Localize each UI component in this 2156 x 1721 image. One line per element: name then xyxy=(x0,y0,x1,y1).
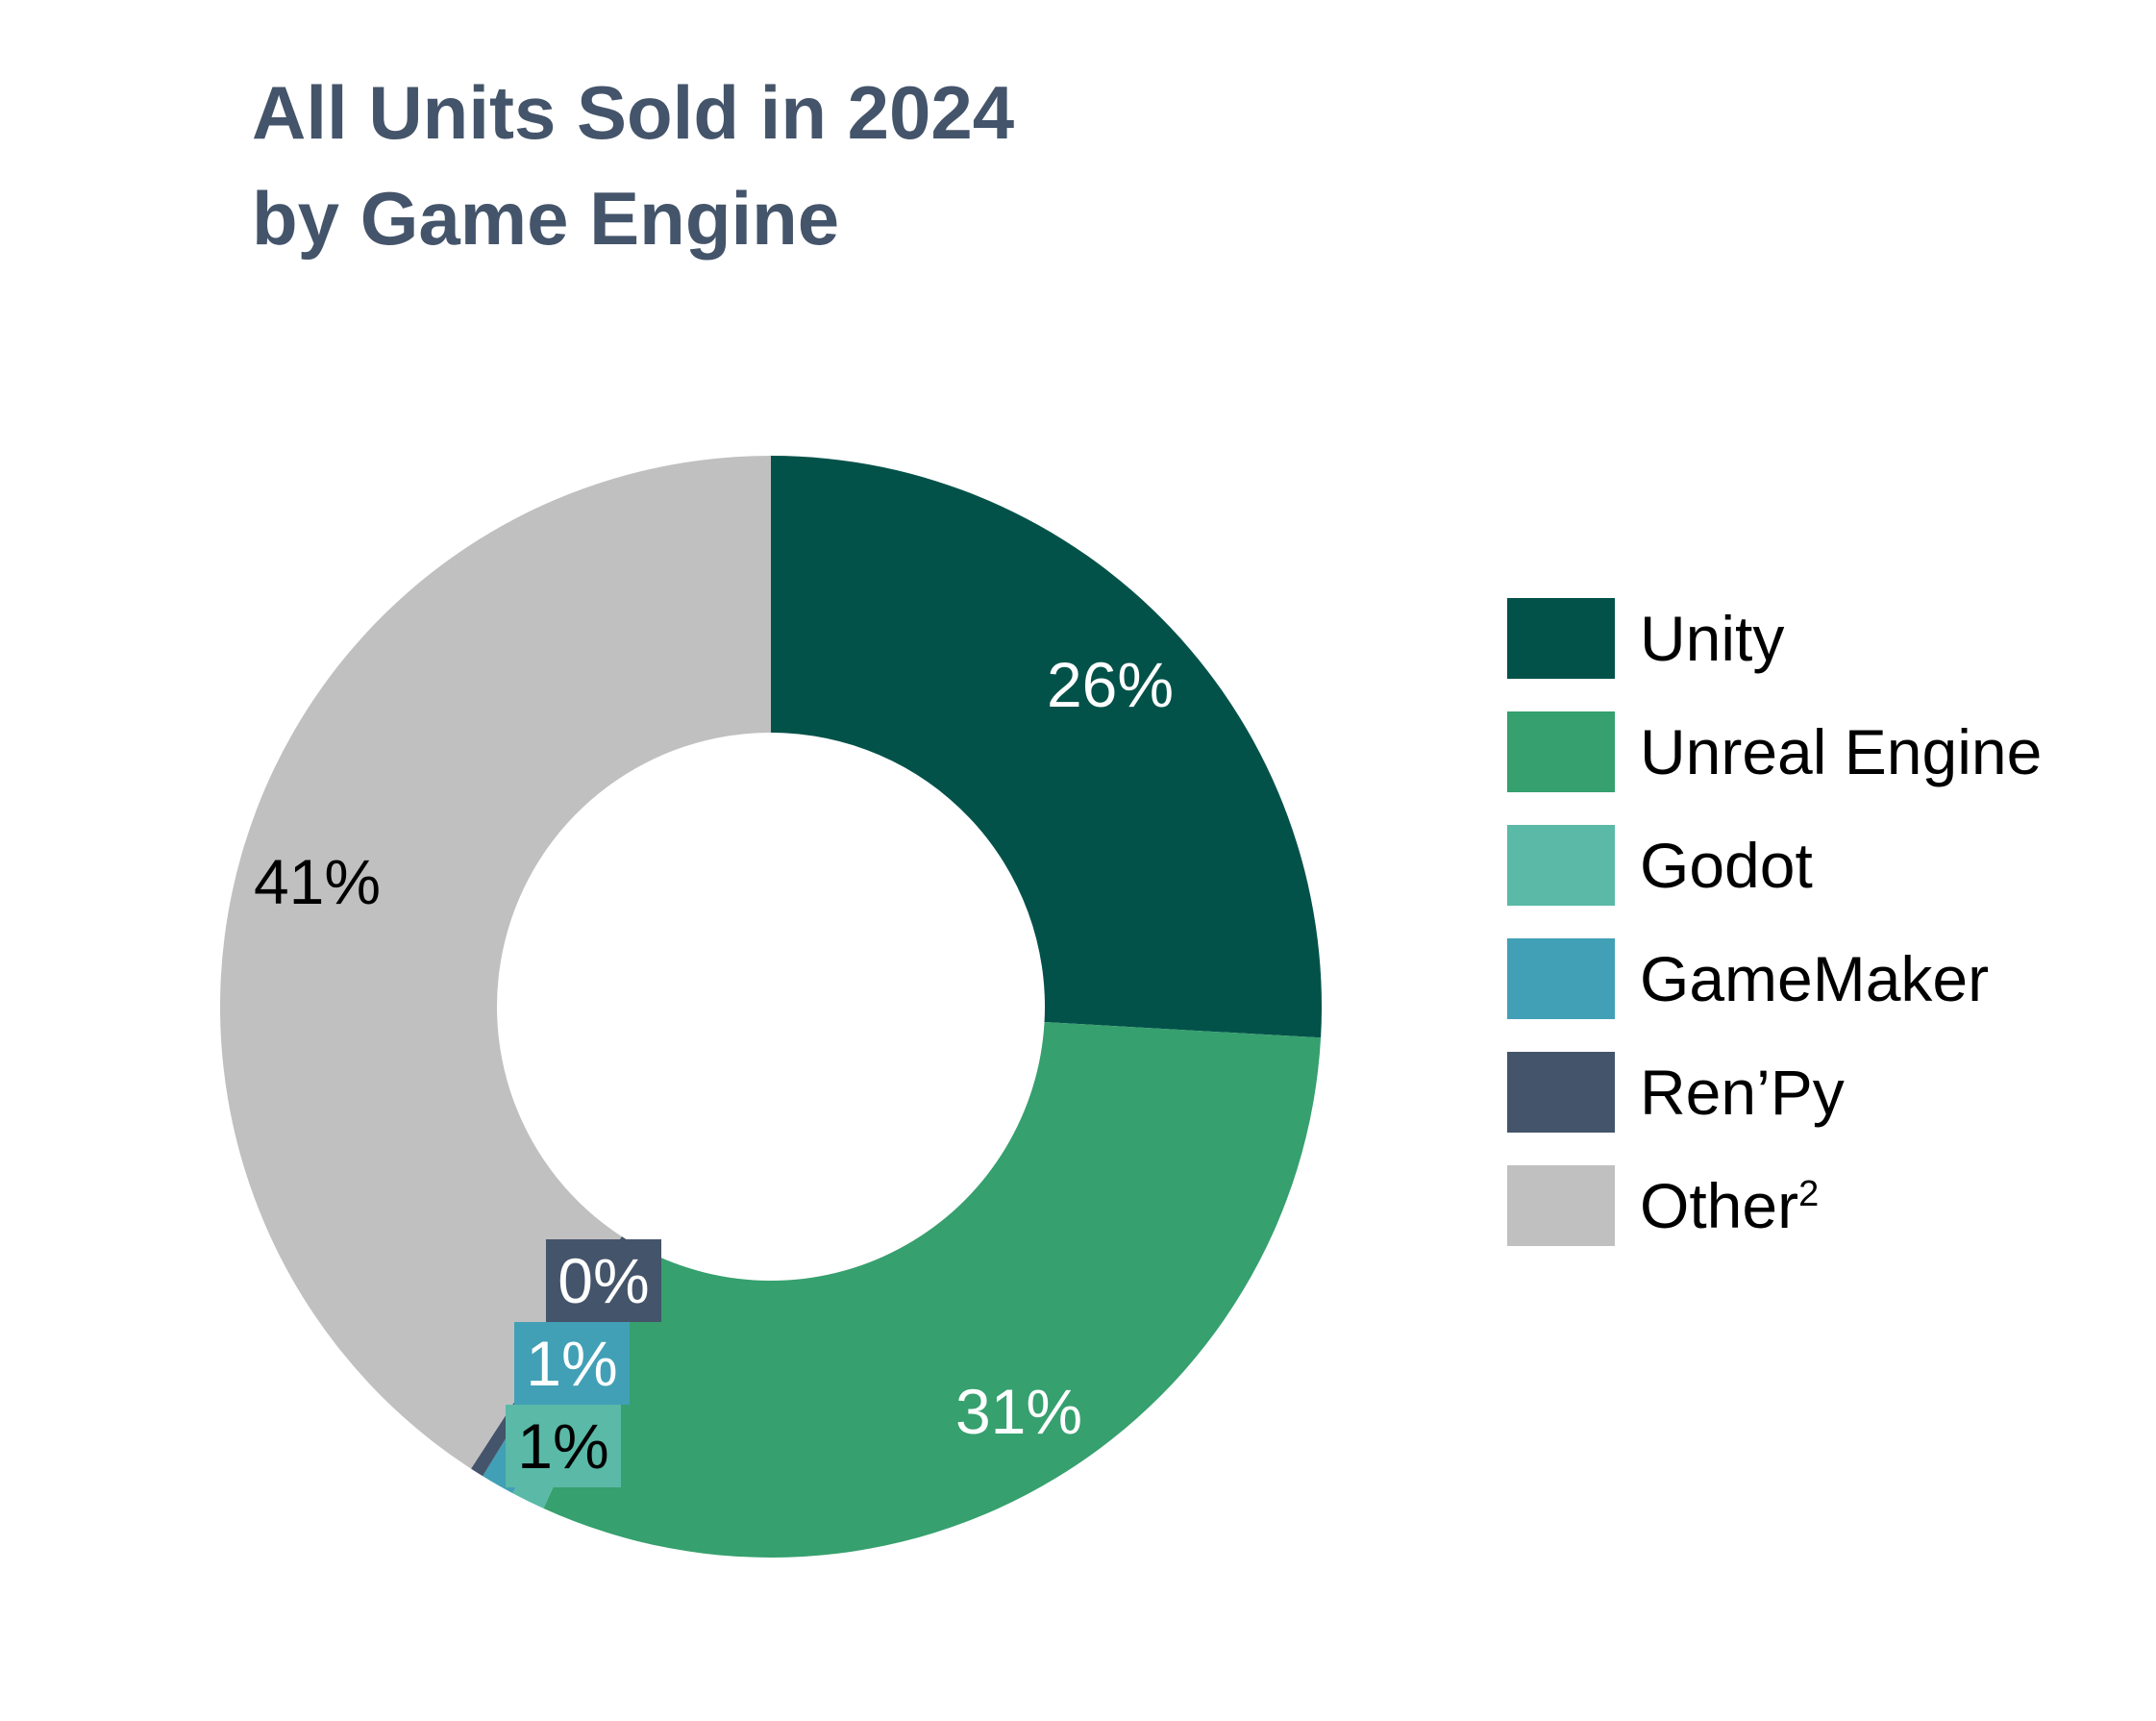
legend-label-unity: Unity xyxy=(1640,602,1784,675)
legend-item-unreal-engine: Unreal Engine xyxy=(1507,711,2042,792)
chart-legend: Unity Unreal Engine Godot GameMaker Ren’… xyxy=(1507,598,2042,1279)
legend-swatch-godot xyxy=(1507,825,1615,906)
slice-unity xyxy=(771,456,1323,1038)
legend-swatch-unreal-engine xyxy=(1507,711,1615,792)
legend-swatch-renpy xyxy=(1507,1052,1615,1133)
data-label-box-gamemaker xyxy=(514,1322,630,1405)
legend-label-renpy: Ren’Py xyxy=(1640,1056,1845,1129)
legend-item-gamemaker: GameMaker xyxy=(1507,938,2042,1019)
donut-slices xyxy=(220,456,1323,1558)
legend-text-unity: Unity xyxy=(1640,603,1785,674)
legend-swatch-other xyxy=(1507,1165,1615,1246)
legend-item-godot: Godot xyxy=(1507,825,2042,906)
legend-text-other: Other xyxy=(1640,1170,1799,1241)
data-label-unreal-engine: 31% xyxy=(955,1376,1082,1447)
data-label-other: 41% xyxy=(254,846,381,917)
legend-label-unreal-engine: Unreal Engine xyxy=(1640,715,2042,788)
legend-item-renpy: Ren’Py xyxy=(1507,1052,2042,1133)
legend-text-renpy: Ren’Py xyxy=(1640,1057,1845,1128)
data-label-box-ren-py xyxy=(546,1239,661,1322)
data-label-text-gamemaker: 1% xyxy=(526,1328,617,1399)
data-label-box-godot xyxy=(506,1405,621,1487)
data-label-text-godot: 1% xyxy=(517,1410,608,1482)
legend-swatch-gamemaker xyxy=(1507,938,1615,1019)
data-label-ren-py: 0% xyxy=(546,1239,661,1322)
legend-label-other: Other2 xyxy=(1640,1169,1819,1242)
data-label-unity: 26% xyxy=(1047,649,1174,720)
chart-title-line-2: by Game Engine xyxy=(252,176,840,261)
legend-text-godot: Godot xyxy=(1640,830,1813,901)
legend-label-gamemaker: GameMaker xyxy=(1640,942,1989,1015)
chart-title-line-1: All Units Sold in 2024 xyxy=(252,70,1015,155)
slice-unreal-engine xyxy=(543,1022,1322,1558)
legend-label-godot: Godot xyxy=(1640,829,1813,902)
legend-swatch-unity xyxy=(1507,598,1615,679)
data-label-text-ren-py: 0% xyxy=(558,1245,649,1316)
legend-item-unity: Unity xyxy=(1507,598,2042,679)
slice-other xyxy=(220,456,771,1469)
data-label-gamemaker: 1% xyxy=(514,1322,630,1405)
legend-item-other: Other2 xyxy=(1507,1165,2042,1246)
legend-sup-other: 2 xyxy=(1798,1174,1820,1214)
donut-data-labels: 26% 31% 1% 1% 0% 41% xyxy=(254,649,1174,1487)
data-label-godot: 1% xyxy=(506,1405,621,1487)
data-label-text-other: 41% xyxy=(254,846,381,917)
legend-text-unreal-engine: Unreal Engine xyxy=(1640,716,2043,787)
legend-text-gamemaker: GameMaker xyxy=(1640,943,1990,1014)
data-label-text-unreal-engine: 31% xyxy=(955,1376,1082,1447)
chart-title: All Units Sold in 2024 by Game Engine xyxy=(252,60,1014,271)
data-label-text-unity: 26% xyxy=(1047,649,1174,720)
